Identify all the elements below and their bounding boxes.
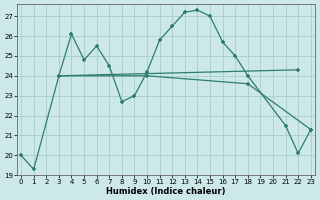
X-axis label: Humidex (Indice chaleur): Humidex (Indice chaleur)	[106, 187, 226, 196]
